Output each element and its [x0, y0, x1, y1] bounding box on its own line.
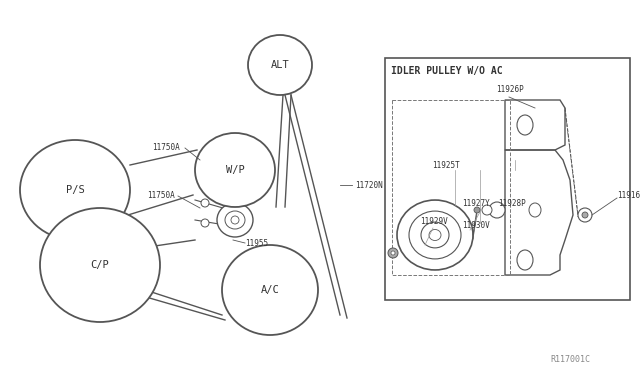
Text: 11720N: 11720N: [355, 180, 383, 189]
Text: 11930V: 11930V: [462, 221, 490, 230]
Text: IDLER PULLEY W/O AC: IDLER PULLEY W/O AC: [391, 66, 502, 76]
Text: 11928P: 11928P: [498, 199, 525, 208]
Ellipse shape: [482, 205, 492, 215]
Text: 11916V: 11916V: [617, 190, 640, 199]
Text: 11955: 11955: [245, 238, 268, 247]
Ellipse shape: [20, 140, 130, 240]
Text: 11927Y: 11927Y: [462, 199, 490, 208]
Ellipse shape: [489, 202, 505, 218]
Ellipse shape: [220, 188, 240, 206]
Ellipse shape: [40, 208, 160, 322]
Ellipse shape: [397, 200, 473, 270]
Ellipse shape: [248, 35, 312, 95]
Ellipse shape: [226, 193, 234, 201]
Ellipse shape: [217, 203, 253, 237]
Text: W/P: W/P: [226, 165, 244, 175]
Bar: [392, 100, 510, 275]
Ellipse shape: [222, 245, 318, 335]
Text: C/P: C/P: [91, 260, 109, 270]
Text: P/S: P/S: [66, 185, 84, 195]
Ellipse shape: [409, 211, 461, 259]
Ellipse shape: [517, 115, 533, 135]
Ellipse shape: [421, 222, 449, 248]
Ellipse shape: [201, 219, 209, 227]
Text: ALT: ALT: [271, 60, 289, 70]
Text: 11750A: 11750A: [147, 192, 175, 201]
Ellipse shape: [429, 230, 441, 241]
Ellipse shape: [582, 212, 588, 218]
Ellipse shape: [529, 203, 541, 217]
Text: 11925T: 11925T: [432, 160, 460, 170]
Ellipse shape: [388, 248, 398, 258]
Ellipse shape: [231, 216, 239, 224]
Text: 11750A: 11750A: [152, 144, 180, 153]
Text: 11929V: 11929V: [420, 218, 448, 227]
Ellipse shape: [474, 207, 480, 213]
Ellipse shape: [517, 250, 533, 270]
Ellipse shape: [225, 211, 245, 229]
Text: A/C: A/C: [260, 285, 280, 295]
Text: R117001C: R117001C: [550, 356, 590, 365]
Ellipse shape: [201, 199, 209, 207]
Text: 11926P: 11926P: [496, 86, 524, 94]
Ellipse shape: [391, 251, 395, 255]
Ellipse shape: [195, 133, 275, 207]
Bar: [385, 58, 630, 300]
Ellipse shape: [578, 208, 592, 222]
